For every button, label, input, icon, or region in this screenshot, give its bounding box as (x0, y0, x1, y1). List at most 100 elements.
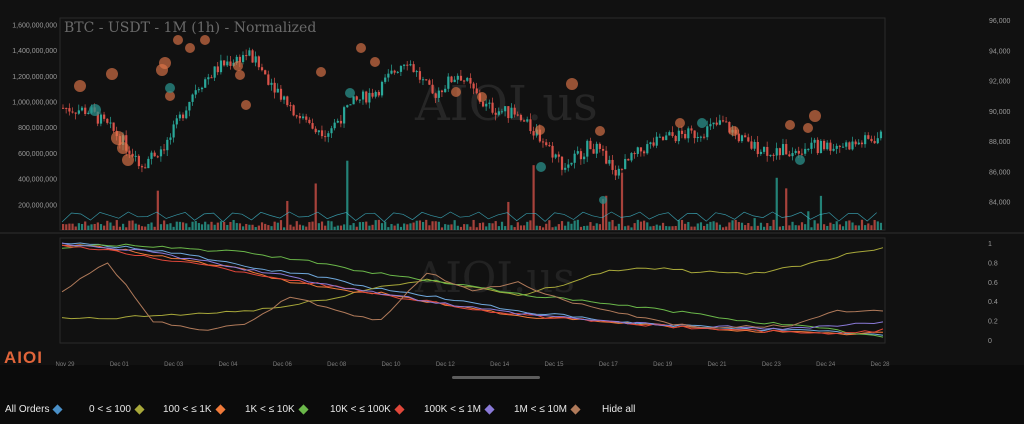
candle-body (248, 50, 251, 56)
volume-bar (289, 224, 292, 230)
candle-body (77, 110, 80, 114)
volume-bar (343, 224, 346, 230)
candle-body (725, 121, 728, 123)
candle-body (864, 135, 867, 145)
volume-bar (513, 227, 516, 230)
volume-bar (841, 226, 845, 230)
candle-body (226, 61, 229, 66)
candle-body (617, 168, 620, 176)
legend-label: 100 < ≤ 1K (163, 403, 212, 415)
candle-body (611, 159, 614, 170)
candle-body (241, 55, 245, 63)
volume-bar (488, 223, 491, 230)
diamond-icon (53, 404, 63, 414)
candle-body (573, 153, 576, 163)
volume-bar (333, 226, 336, 230)
legend-100k-1m[interactable]: 100K < ≤ 1M (424, 404, 495, 415)
volume-bar (548, 220, 551, 230)
order-bubble (536, 162, 546, 172)
candle-body (491, 102, 494, 113)
candle-body (150, 152, 153, 159)
volume-bar (71, 223, 74, 230)
horizontal-scrollbar[interactable] (452, 376, 540, 379)
candle-body (305, 116, 308, 120)
volume-bar (349, 225, 352, 230)
candle-body (570, 162, 573, 165)
volume-bar (434, 221, 437, 230)
volume-bar (390, 224, 393, 230)
volume-bar (365, 221, 368, 230)
diamond-icon (215, 404, 226, 414)
volume-bar (197, 223, 200, 230)
candle-body (781, 144, 785, 156)
volume-bar (235, 223, 238, 230)
candle-body (636, 147, 639, 154)
volume-bar (848, 220, 851, 230)
hide-all-button[interactable]: Hide all (602, 404, 635, 415)
volume-bar (68, 223, 71, 230)
candle-body (848, 142, 851, 150)
candle-body (649, 142, 652, 145)
volume-bar (131, 220, 134, 230)
volume-bar (403, 223, 406, 230)
volume-bar (643, 220, 646, 230)
candle-body (412, 64, 415, 73)
candle-body (339, 120, 343, 124)
candle-body (788, 154, 791, 157)
order-bubble (370, 57, 380, 67)
order-bubble (241, 100, 251, 110)
volume-bar (87, 225, 90, 230)
candle-body (301, 116, 305, 119)
volume-bar (421, 221, 425, 230)
volume-bar (879, 222, 883, 230)
volume-bar (706, 223, 709, 230)
candle-body (406, 64, 409, 66)
x-axis-tick: Dec 15 (544, 362, 564, 368)
candle-body (699, 136, 703, 138)
legend-1m-10m[interactable]: 1M < ≤ 10M (514, 404, 581, 415)
candle-body (826, 142, 829, 150)
candle-body (128, 150, 131, 154)
left-axis-tick: 1,000,000,000 (12, 100, 57, 107)
volume-bar (523, 225, 526, 230)
candle-body (279, 88, 283, 100)
candle-body (264, 70, 267, 75)
candle-body (592, 149, 595, 154)
legend-1k-10k[interactable]: 1K < ≤ 10K (245, 404, 309, 415)
legend-label: 10K < ≤ 100K (330, 403, 391, 415)
candle-body (324, 136, 327, 138)
volume-bar (355, 226, 358, 230)
candle-body (763, 146, 766, 152)
legend-100-1k[interactable]: 100 < ≤ 1K (163, 403, 226, 415)
depth-axis-tick: 0.2 (988, 319, 998, 326)
candle-body (181, 114, 185, 119)
volume-bar (314, 183, 317, 230)
candle-body (377, 91, 380, 96)
volume-bar (586, 225, 589, 230)
volume-bar (481, 222, 485, 230)
volume-bar (759, 222, 763, 230)
candle-body (873, 141, 876, 144)
candle-body (144, 167, 147, 169)
legend-all-orders[interactable]: All Orders (5, 404, 63, 415)
candle-body (804, 148, 807, 154)
candle-body (431, 84, 434, 94)
volume-bar (721, 227, 725, 230)
volume-bar (854, 225, 857, 230)
order-bubble (803, 123, 813, 133)
candle-body (579, 151, 583, 160)
candle-body (286, 96, 289, 106)
candle-body (841, 146, 845, 148)
candle-body (336, 120, 339, 123)
volume-bar (194, 221, 197, 230)
legend-10k-100k[interactable]: 10K < ≤ 100K (330, 403, 405, 415)
candle-body (554, 154, 557, 158)
volume-bar (425, 219, 428, 230)
volume-bar (248, 224, 251, 230)
chart-canvas[interactable]: 1,600,000,000 1,400,000,000 1,200,000,000 1… (0, 0, 1024, 370)
volume-bar (191, 221, 194, 230)
volume-bar (399, 226, 403, 230)
legend-bar: All Orders 0 < ≤ 100 100 < ≤ 1K 1K < ≤ 1… (0, 398, 1024, 420)
volume-bar (797, 225, 800, 230)
legend-0-100[interactable]: 0 < ≤ 100 (89, 404, 145, 415)
